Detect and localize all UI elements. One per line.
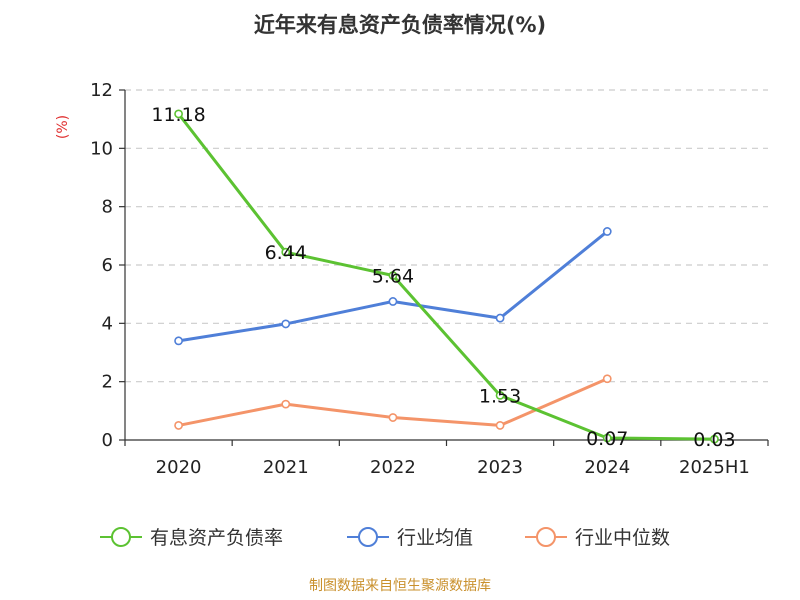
y-axis-label: (%) bbox=[55, 115, 71, 139]
data-point bbox=[281, 399, 291, 409]
data-label: 0.03 bbox=[693, 429, 735, 451]
y-tick-label: 10 bbox=[90, 138, 113, 159]
series-lines bbox=[174, 109, 719, 444]
gridlines bbox=[125, 89, 768, 383]
data-point bbox=[710, 434, 719, 444]
y-tick-label: 12 bbox=[90, 80, 113, 101]
data-label: 11.18 bbox=[151, 104, 205, 126]
legend-item: 行业中位数 bbox=[525, 527, 670, 549]
x-tick-label: 2025H1 bbox=[679, 457, 750, 478]
legend-label: 行业中位数 bbox=[575, 527, 670, 549]
y-tick-label: 6 bbox=[102, 255, 113, 276]
data-point bbox=[388, 271, 398, 280]
series-line bbox=[177, 112, 715, 441]
legend: 有息资产负债率 行业均值 行业中位数 bbox=[100, 527, 670, 549]
data-point bbox=[495, 421, 505, 430]
data-point bbox=[174, 336, 183, 346]
legend-item: 行业均值 bbox=[347, 527, 473, 549]
series-1 bbox=[174, 227, 612, 346]
data-label: 6.44 bbox=[265, 242, 307, 264]
y-tick-label: 8 bbox=[102, 197, 113, 218]
legend-marker bbox=[111, 527, 131, 547]
series-2 bbox=[174, 374, 612, 430]
x-tick-label: 2020 bbox=[156, 457, 202, 478]
legend-label: 行业均值 bbox=[397, 527, 473, 549]
x-tick-label: 2024 bbox=[584, 457, 630, 478]
y-tick-label: 0 bbox=[102, 430, 113, 451]
data-point bbox=[281, 247, 291, 257]
data-label: 5.64 bbox=[372, 266, 414, 288]
data-point bbox=[174, 421, 183, 430]
data-label: 1.53 bbox=[479, 385, 521, 407]
legend-marker bbox=[536, 527, 556, 547]
axes: 0 2 4 6 8 10 12 2020 2021 2022 2023 2024 2025H1 bbox=[90, 80, 769, 478]
data-labels: 11.18 6.44 5.64 1.53 0.07 0.03 bbox=[151, 104, 735, 451]
data-point bbox=[602, 374, 612, 384]
legend-marker bbox=[358, 527, 378, 547]
data-point bbox=[174, 109, 183, 119]
x-tick-label: 2023 bbox=[477, 457, 523, 478]
data-label: 0.07 bbox=[586, 428, 628, 450]
data-point bbox=[495, 390, 505, 400]
y-tick-label: 4 bbox=[102, 313, 113, 334]
y-tick-label: 2 bbox=[102, 372, 113, 393]
data-point bbox=[388, 297, 398, 306]
x-tick-label: 2022 bbox=[370, 457, 416, 478]
data-point bbox=[602, 433, 612, 443]
data-point bbox=[602, 227, 612, 236]
chart-title: 近年来有息资产负债率情况(%) bbox=[254, 13, 546, 37]
legend-item: 有息资产负债率 bbox=[100, 527, 283, 549]
legend-label: 有息资产负债率 bbox=[150, 527, 283, 549]
data-point bbox=[388, 413, 398, 422]
x-tick-label: 2021 bbox=[263, 457, 309, 478]
data-point bbox=[495, 313, 505, 323]
data-point bbox=[281, 319, 291, 329]
source-note: 制图数据来自恒生聚源数据库 bbox=[309, 578, 491, 594]
series-0 bbox=[174, 109, 719, 444]
